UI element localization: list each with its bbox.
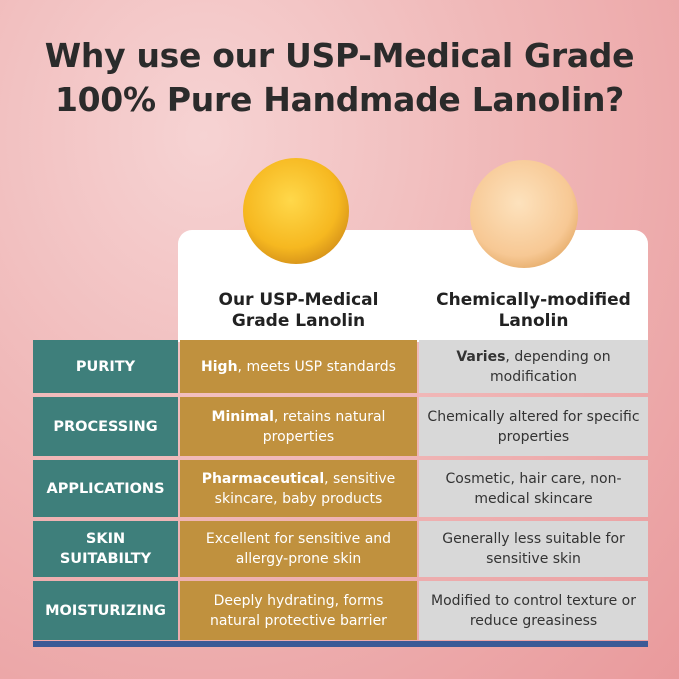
cell-text: , meets USP standards [237, 358, 396, 375]
theirs-cell: Chemically altered for specific properti… [419, 397, 648, 456]
modified-lanolin-jar-image [470, 160, 578, 268]
ours-cell: Pharmaceutical, sensitive skincare, baby… [180, 460, 417, 517]
page-title: Why use our USP-Medical Grade 100% Pure … [44, 36, 635, 119]
cell-text: Cosmetic, hair care, non-medical skincar… [445, 470, 622, 507]
comparison-header-card [178, 230, 648, 342]
comparison-table: PURITY High, meets USP standards Varies, d… [33, 340, 648, 644]
cell-text: Chemically altered for specific properti… [427, 408, 640, 445]
theirs-cell: Cosmetic, hair care, non-medical skincar… [419, 460, 648, 517]
table-row: SKIN SUITABILTY Excellent for sensitive a… [33, 521, 648, 577]
row-label: SKIN SUITABILTY [33, 521, 178, 577]
cell-bold-text: Pharmaceutical [201, 470, 325, 487]
ours-cell: Deeply hydrating, forms natural protecti… [180, 581, 417, 640]
cell-bold-text: High [201, 358, 238, 375]
cell-text: , retains natural properties [262, 408, 386, 445]
cell-text: Modified to control texture or reduce gr… [430, 592, 636, 629]
cell-bold-text: Minimal [211, 408, 274, 425]
ours-cell: High, meets USP standards [180, 340, 417, 393]
table-row: PROCESSING Minimal, retains natural prope… [33, 397, 648, 456]
cell-text: Generally less suitable for sensitive sk… [442, 531, 625, 567]
theirs-cell: Generally less suitable for sensitive sk… [419, 521, 648, 577]
cell-text: , depending on modification [490, 348, 611, 385]
theirs-cell: Modified to control texture or reduce gr… [419, 581, 648, 640]
column-header-ours: Our USP-Medical Grade Lanolin [218, 290, 379, 331]
ours-cell: Minimal, retains natural properties [180, 397, 417, 456]
table-row: APPLICATIONS Pharmaceutical, sensitive sk… [33, 460, 648, 517]
cell-text: Deeply hydrating, forms natural protecti… [210, 592, 387, 629]
row-label: APPLICATIONS [33, 460, 178, 517]
table-row: MOISTURIZING Deeply hydrating, forms natu… [33, 581, 648, 640]
cell-bold-text: Varies [456, 348, 506, 365]
table-row: PURITY High, meets USP standards Varies, d… [33, 340, 648, 393]
row-label: PURITY [33, 340, 178, 393]
row-label: MOISTURIZING [33, 581, 178, 640]
bottom-bar [33, 641, 648, 647]
cell-text: Excellent for sensitive and allergy-pron… [205, 531, 392, 567]
cell-text: , sensitive skincare, baby products [214, 470, 396, 507]
theirs-cell: Varies, depending on modification [419, 340, 648, 393]
column-header-theirs: Chemically-modified Lanolin [436, 290, 631, 331]
pure-lanolin-jar-image [243, 158, 349, 264]
ours-cell: Excellent for sensitive and allergy-pron… [180, 521, 417, 577]
row-label: PROCESSING [33, 397, 178, 456]
